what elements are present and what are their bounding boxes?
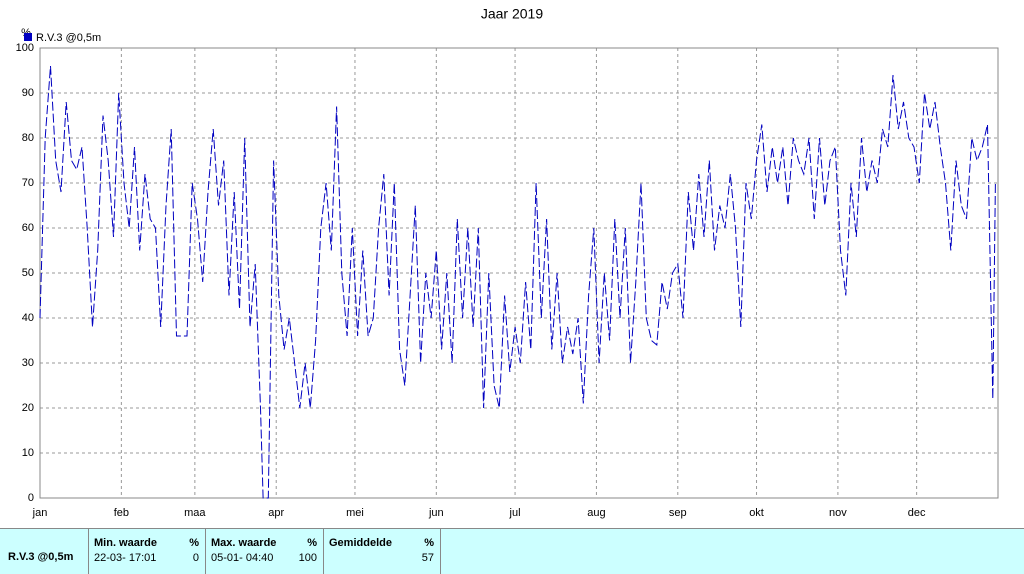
stat-time: 05-01- 04:40	[211, 552, 274, 564]
max-cell: Max. waarde % 05-01- 04:40 100	[206, 529, 324, 574]
y-tick-label: 30	[22, 357, 34, 369]
min-cell: Min. waarde % 22-03- 17:01 0	[89, 529, 206, 574]
x-tick-label: mei	[346, 507, 364, 519]
x-tick-label: maa	[184, 507, 206, 519]
stat-value: 57	[421, 552, 434, 564]
legend-label: R.V.3 @0,5m	[36, 32, 101, 44]
y-tick-label: 70	[22, 177, 34, 189]
mean-cell: Gemiddelde % 57	[324, 529, 441, 574]
station-name: R.V.3 @0,5m	[8, 551, 74, 563]
plot-frame	[39, 47, 999, 499]
stat-unit: %	[307, 537, 317, 549]
stat-time: 22-03- 17:01	[94, 552, 157, 564]
y-tick-label: 100	[16, 42, 34, 54]
y-tick-label: 0	[28, 492, 34, 504]
y-tick-label: 10	[22, 447, 34, 459]
stats-panel: R.V.3 @0,5m Min. waarde % 22-03- 17:01 0…	[0, 528, 1024, 574]
chart: Jaar 2019 % 0 10 20 30 40 50 60 70 80 90 100 jan feb…	[16, 6, 999, 519]
x-tick-label: apr	[268, 507, 284, 519]
y-tick-label: 40	[22, 312, 34, 324]
station-cell: R.V.3 @0,5m	[0, 529, 89, 574]
stat-value: 0	[192, 552, 199, 564]
stat-title: Max. waarde	[211, 537, 277, 549]
y-tick-label: 80	[22, 132, 34, 144]
stat-unit: %	[424, 537, 434, 549]
y-tick-label: 90	[22, 87, 34, 99]
stat-unit: %	[189, 537, 199, 549]
y-tick-label: 20	[22, 402, 34, 414]
stat-value: 100	[298, 552, 317, 564]
x-tick-label: aug	[587, 507, 605, 519]
data-line	[39, 65, 996, 499]
chart-title: Jaar 2019	[481, 6, 543, 22]
y-tick-label: 60	[22, 222, 34, 234]
x-tick-label: okt	[749, 507, 764, 519]
legend-swatch	[24, 33, 32, 41]
stat-title: Min. waarde	[94, 537, 157, 549]
y-tick-label: 50	[22, 267, 34, 279]
x-tick-label: feb	[114, 507, 129, 519]
y-axis-label: %	[21, 27, 31, 39]
x-tick-label: jan	[32, 507, 48, 519]
x-tick-label: jul	[509, 507, 521, 519]
x-tick-label: nov	[829, 507, 847, 519]
stat-title: Gemiddelde	[329, 537, 392, 549]
x-tick-label: dec	[908, 507, 926, 519]
x-tick-label: sep	[669, 507, 687, 519]
x-tick-label: jun	[428, 507, 444, 519]
